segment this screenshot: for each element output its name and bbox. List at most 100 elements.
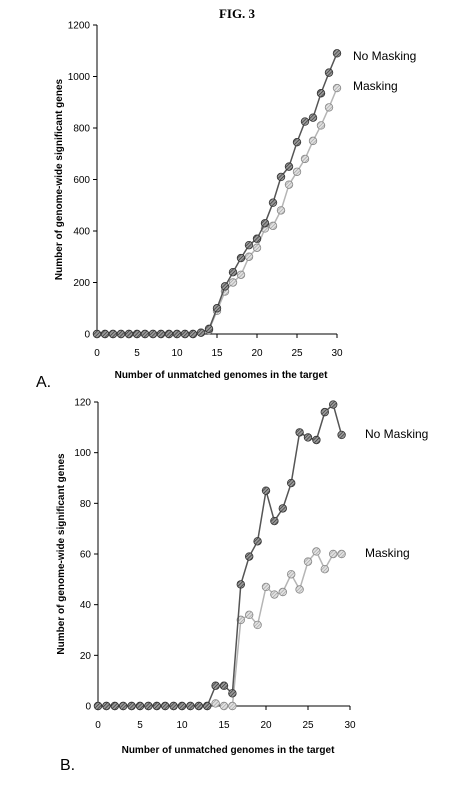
chart-a-data-point [316, 89, 326, 98]
chart-b-y-tick-label: 120 [74, 398, 91, 409]
chart-b-y-tick-label: 40 [80, 600, 92, 611]
chart-a-data-point [244, 252, 254, 261]
chart-b-data-point [320, 407, 329, 417]
chart-b-series-label: Masking [365, 546, 410, 560]
chart-b-data-point [320, 565, 329, 574]
chart-a-data-point [116, 329, 126, 339]
chart-b-data-point [337, 430, 346, 440]
chart-b-data-point [312, 435, 321, 445]
chart-a-x-tick-label: 0 [94, 348, 100, 359]
chart-b-data-point [287, 478, 296, 488]
chart-a-data-point [284, 162, 294, 171]
chart-a-data-point [316, 121, 326, 130]
chart-b-y-tick-label: 100 [74, 448, 91, 459]
chart-b-series-line [98, 550, 342, 707]
chart-b-data-point [144, 701, 153, 711]
chart-a-data-point [252, 234, 262, 243]
chart-b-x-tick-label: 30 [344, 720, 356, 731]
chart-b-data-point [270, 516, 279, 526]
chart-a-x-axis-label: Number of unmatched genomes in the targe… [115, 370, 328, 381]
chart-b-data-point [295, 585, 304, 594]
chart-a-data-point [92, 329, 102, 339]
chart-a-data-point [212, 304, 222, 313]
chart-b-data-point [118, 701, 128, 711]
chart-b-data-point [219, 701, 229, 711]
chart-a-data-point [140, 329, 150, 339]
chart-a-data-point [228, 268, 238, 277]
chart-a-data-point [332, 83, 342, 93]
chart-a-data-point [292, 137, 302, 147]
chart-a-data-point [268, 221, 278, 231]
chart-a-data-point [244, 240, 254, 250]
chart-b-data-point [337, 549, 346, 559]
chart-a-data-point [308, 113, 318, 122]
chart-a-data-point [108, 329, 118, 339]
chart-b-data-point [236, 580, 245, 589]
chart-b-data-point [303, 557, 313, 566]
chart-b-x-tick-label: 0 [95, 720, 101, 731]
chart-b-panel-label: B. [60, 757, 75, 774]
chart-a-data-point [276, 206, 286, 215]
chart-b-x-tick-label: 25 [302, 720, 314, 731]
chart-a-x-tick-label: 20 [251, 348, 263, 359]
chart-a-data-point [172, 329, 182, 339]
chart-a-data-point [228, 278, 238, 287]
chart-b-data-point [228, 701, 237, 711]
chart-b-y-tick-label: 20 [80, 651, 92, 662]
chart-b-data-point [194, 701, 203, 711]
figure-title: FIG. 3 [218, 6, 256, 21]
chart-b-series-line [98, 403, 343, 707]
chart-b-data-point [312, 547, 321, 556]
chart-b-series-label: No Masking [365, 427, 428, 441]
chart-a-x-tick-label: 15 [211, 348, 223, 359]
chart-b-data-point [186, 701, 195, 711]
chart-b-data-point [160, 701, 170, 711]
chart-b-data-point [244, 552, 254, 561]
chart-a-data-point [308, 136, 318, 146]
chart-a-y-tick-label: 1200 [68, 21, 91, 32]
chart-a-y-tick-label: 400 [73, 227, 90, 238]
chart-b-data-point [253, 620, 262, 630]
chart-b-data-point [211, 699, 220, 708]
chart-a-data-point [148, 329, 158, 339]
chart-a-series-line [97, 53, 338, 335]
chart-b-x-tick-label: 10 [176, 720, 188, 731]
chart-a-x-tick-label: 10 [171, 348, 183, 359]
chart-a-x-tick-label: 5 [134, 348, 140, 359]
chart-a-data-point [100, 329, 110, 339]
chart-a-data-point [164, 329, 174, 339]
chart-b-data-point [219, 681, 229, 690]
chart-a-series-label: Masking [353, 79, 398, 93]
chart-a-data-point [132, 329, 142, 339]
chart-b-data-point [211, 681, 220, 690]
chart-b-data-point [152, 701, 161, 711]
chart-b-data-point [228, 689, 237, 698]
chart-b-data-point [329, 400, 338, 409]
chart-b-y-tick-label: 80 [80, 499, 92, 510]
chart-a-y-tick-label: 1000 [68, 72, 91, 83]
chart-a-data-point [204, 324, 214, 334]
chart-a-y-tick-label: 0 [84, 330, 90, 341]
chart-a-data-point [292, 167, 302, 176]
chart-a-data-point [276, 172, 286, 182]
chart-b-y-tick-label: 0 [85, 702, 91, 713]
chart-a-panel-label: A. [36, 374, 51, 391]
chart-b-y-tick-label: 60 [80, 550, 92, 561]
chart-b-data-point [127, 701, 136, 711]
chart-a-data-point [284, 180, 294, 189]
chart-a-y-axis-label: Number of genome-wide significant genes [54, 78, 65, 280]
chart-b-x-tick-label: 20 [260, 720, 272, 731]
chart-a-series-label: No Masking [353, 49, 416, 63]
chart-a-data-point [220, 282, 230, 291]
chart-b-data-point [202, 701, 212, 711]
chart-a-data-point [332, 49, 342, 58]
chart-b-data-point [270, 590, 279, 599]
chart-a-data-point [260, 219, 270, 228]
chart-b-data-point [177, 701, 187, 711]
chart-b-data-point [93, 701, 103, 711]
chart-a-data-point [324, 68, 334, 77]
chart-b-data-point [295, 428, 304, 437]
chart-b-data-point [261, 582, 271, 592]
chart-a-y-tick-label: 800 [73, 124, 90, 135]
